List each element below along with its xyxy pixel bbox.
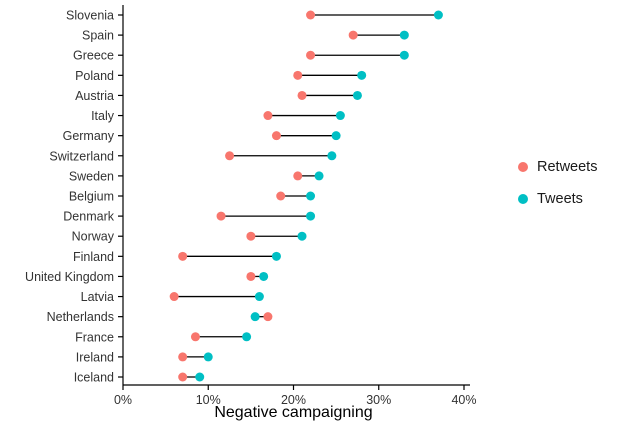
category-label: Poland — [75, 69, 114, 83]
x-tick-label: 20% — [281, 393, 306, 407]
retweets-dot — [190, 332, 200, 342]
category-label: Sweden — [69, 169, 114, 183]
category-label: Slovenia — [66, 9, 114, 23]
category-label: United Kingdom — [25, 270, 114, 284]
tweets-dot — [335, 111, 345, 121]
category-label: Germany — [63, 129, 115, 143]
tweets-dot — [195, 372, 205, 382]
tweets-dot — [399, 50, 409, 60]
retweets-dot — [297, 90, 307, 100]
tweets-legend-dot-icon — [518, 194, 528, 204]
tweets-dot — [327, 151, 337, 161]
retweets-dot — [293, 171, 303, 181]
x-tick-label: 10% — [196, 393, 221, 407]
tweets-dot — [331, 131, 341, 141]
category-label: Spain — [82, 29, 114, 43]
category-label: Ireland — [76, 350, 114, 364]
tweets-dot — [357, 70, 367, 80]
legend-label-tweets: Tweets — [537, 191, 583, 207]
legend: Retweets Tweets — [518, 156, 597, 220]
tweets-dot — [306, 191, 316, 201]
retweets-dot — [306, 50, 316, 60]
retweets-dot — [169, 292, 179, 302]
retweets-dot — [306, 10, 316, 20]
retweets-dot — [293, 70, 303, 80]
category-label: Latvia — [81, 290, 114, 304]
x-tick-label: 30% — [366, 393, 391, 407]
tweets-dot — [297, 231, 307, 241]
tweets-dot — [271, 251, 281, 261]
retweets-dot — [271, 131, 281, 141]
tweets-dot — [242, 332, 252, 342]
retweets-dot — [178, 372, 188, 382]
retweets-dot — [178, 251, 188, 261]
category-label: Belgium — [69, 190, 114, 204]
tweets-dot — [259, 271, 269, 281]
category-label: Denmark — [63, 210, 114, 224]
retweets-dot — [263, 312, 273, 322]
x-tick-label: 0% — [114, 393, 132, 407]
category-label: Netherlands — [47, 310, 114, 324]
category-label: Greece — [73, 49, 114, 63]
tweets-dot — [203, 352, 213, 362]
x-axis-title: Negative campaigning — [214, 404, 373, 421]
legend-item-retweets: Retweets — [518, 156, 597, 178]
retweets-dot — [225, 151, 235, 161]
retweets-dot — [348, 30, 358, 40]
retweets-legend-dot-icon — [518, 162, 528, 172]
retweets-dot — [216, 211, 226, 221]
tweets-dot — [399, 30, 409, 40]
category-label: France — [75, 330, 114, 344]
retweets-dot — [263, 111, 273, 121]
tweets-dot — [250, 312, 260, 322]
retweets-dot — [246, 271, 256, 281]
legend-label-retweets: Retweets — [537, 159, 598, 175]
category-label: Finland — [73, 250, 114, 264]
tweets-dot — [254, 292, 264, 302]
tweets-dot — [352, 90, 362, 100]
category-label: Iceland — [74, 371, 114, 385]
x-tick-label: 40% — [451, 393, 476, 407]
tweets-dot — [433, 10, 443, 20]
category-label: Italy — [91, 109, 115, 123]
category-label: Norway — [72, 230, 115, 244]
category-label: Austria — [75, 89, 114, 103]
retweets-dot — [178, 352, 188, 362]
tweets-dot — [314, 171, 324, 181]
legend-item-tweets: Tweets — [518, 188, 597, 210]
retweets-dot — [276, 191, 286, 201]
retweets-dot — [246, 231, 256, 241]
category-label: Switzerland — [49, 149, 114, 163]
tweets-dot — [306, 211, 316, 221]
